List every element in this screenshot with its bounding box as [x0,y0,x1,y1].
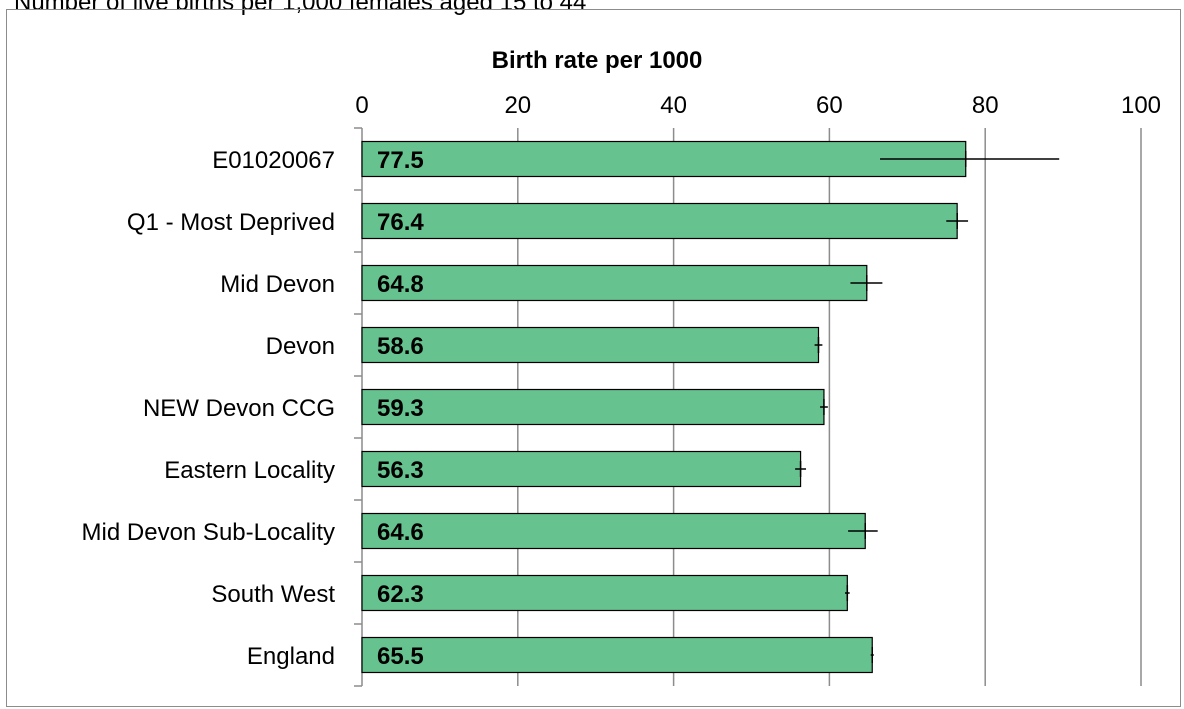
x-tick-label: 100 [1121,92,1161,119]
data-label: 77.5 [377,147,424,174]
bars [361,140,967,674]
bar [361,388,825,426]
category-label: Mid Devon Sub-Locality [82,519,335,546]
bar [361,326,820,364]
data-labels: 77.5 76.4 64.8 58.6 59.3 56.3 64.6 62.3 65.5 [377,147,424,670]
data-label: 64.6 [377,519,424,546]
x-axis-ticks: 0 20 40 60 80 100 [355,92,1161,119]
chart-frame [6,9,1181,707]
category-label: E01020067 [212,147,335,174]
x-tick-label: 20 [504,92,531,119]
data-label: 59.3 [377,395,424,422]
x-tick-label: 0 [355,92,368,119]
bar [361,636,873,674]
category-labels: E01020067 Q1 - Most Deprived Mid Devon Devo… [82,147,336,670]
bar [361,140,967,178]
category-label: England [247,643,335,670]
category-label: South West [211,581,335,608]
bar [361,450,802,488]
bar [361,202,958,240]
category-label: NEW Devon CCG [143,395,335,422]
bar [361,574,848,612]
data-label: 76.4 [377,209,424,236]
chart-subtitle: Number of live births per 1,000 females … [14,0,587,16]
category-label: Mid Devon [220,271,335,298]
category-label: Q1 - Most Deprived [127,209,335,236]
x-tick-label: 60 [816,92,843,119]
data-label: 58.6 [377,333,424,360]
data-label: 65.5 [377,643,424,670]
y-axis [354,127,363,687]
data-label: 56.3 [377,457,424,484]
x-tick-label: 80 [972,92,999,119]
x-tick-label: 40 [660,92,687,119]
category-label: Devon [266,333,335,360]
bar [361,264,868,302]
error-bars [795,151,1060,663]
bar [361,512,866,550]
data-label: 62.3 [377,581,424,608]
category-label: Eastern Locality [164,457,335,484]
chart-title: Birth rate per 1000 [492,47,703,74]
data-label: 64.8 [377,271,424,298]
